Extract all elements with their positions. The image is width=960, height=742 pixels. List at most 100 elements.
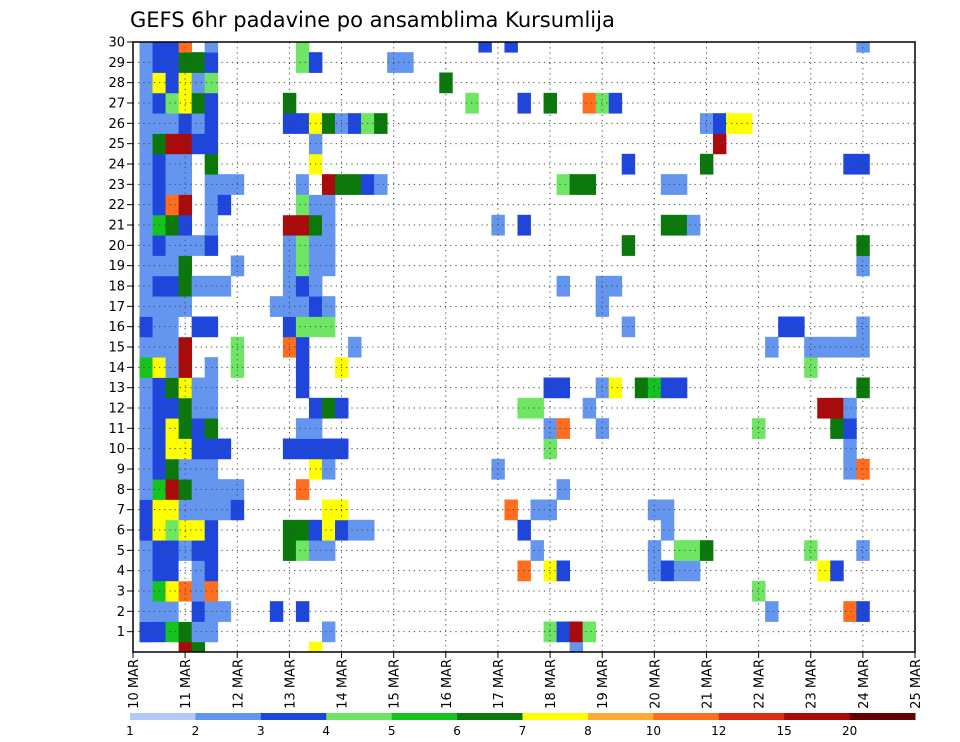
y-tick-label: 10 — [108, 442, 125, 457]
heatmap-cell — [817, 397, 831, 419]
heatmap-cell — [191, 133, 206, 155]
heatmap-cell — [530, 397, 544, 419]
y-tick-label: 22 — [108, 198, 125, 213]
heatmap-cell — [139, 438, 153, 460]
heatmap-cell — [217, 438, 232, 460]
heatmap-cell — [139, 458, 153, 480]
heatmap-cell — [165, 499, 180, 521]
y-tick-label: 16 — [108, 320, 125, 335]
heatmap-cell — [165, 255, 180, 277]
heatmap-cell — [139, 92, 153, 114]
heatmap-cell — [165, 133, 180, 155]
heatmap-cell — [139, 214, 153, 236]
heatmap-cell — [582, 92, 597, 114]
heatmap-cell — [295, 194, 310, 216]
heatmap-cell — [686, 214, 701, 236]
heatmap-cell — [139, 479, 153, 500]
heatmap-cell — [569, 641, 584, 653]
y-tick-label: 19 — [108, 259, 125, 274]
heatmap-cell — [739, 113, 753, 134]
heatmap-cell — [165, 336, 180, 358]
heatmap-cell — [374, 113, 388, 134]
heatmap-cell — [165, 357, 180, 378]
heatmap-cell — [191, 499, 206, 521]
heatmap-cell — [830, 560, 844, 582]
heatmap-cell — [165, 621, 180, 643]
heatmap-cell — [726, 113, 740, 134]
heatmap-cell — [556, 479, 571, 500]
heatmap-cell — [647, 499, 662, 521]
heatmap-cell — [830, 397, 844, 419]
heatmap-cell — [165, 113, 180, 134]
y-tick-label: 21 — [108, 219, 125, 234]
heatmap-cell — [191, 458, 206, 480]
y-tick-label: 12 — [108, 402, 125, 417]
heatmap-cell — [647, 377, 662, 399]
legend-swatch — [587, 713, 654, 720]
heatmap-cell — [139, 580, 153, 602]
colorbar-legend: 1 2 3 4 5 6 7 8 10 12 15 20 — [126, 713, 916, 738]
heatmap-cell — [165, 540, 180, 561]
heatmap-cell — [191, 580, 206, 602]
heatmap-cell — [191, 235, 206, 256]
legend-swatch — [391, 713, 458, 720]
heatmap-cell — [165, 214, 180, 236]
heatmap-cell — [673, 214, 688, 236]
heatmap-cell — [543, 438, 557, 460]
heatmap-cell — [165, 377, 180, 399]
heatmap-cell — [165, 316, 180, 338]
heatmap-cell — [843, 336, 857, 358]
heatmap-cell — [856, 316, 870, 338]
y-tick-label: 15 — [108, 341, 125, 356]
heatmap-cell — [569, 174, 584, 195]
heatmap-cell — [321, 174, 336, 195]
heatmap-cell — [191, 519, 206, 541]
heatmap-cell — [139, 560, 153, 582]
x-tick-label: 21 MAR — [700, 659, 715, 709]
y-tick-label: 14 — [108, 361, 125, 376]
heatmap-cell — [660, 499, 675, 521]
heatmap-cell — [374, 174, 388, 195]
heatmap-cell — [139, 336, 153, 358]
heatmap-cell — [752, 418, 766, 439]
heatmap-cell — [191, 113, 206, 134]
heatmap-cell — [673, 174, 688, 195]
heatmap-cell — [165, 92, 180, 114]
heatmap-cell — [191, 540, 206, 561]
y-tick-label: 25 — [108, 137, 125, 152]
heatmap-cell — [660, 560, 675, 582]
x-tick-label: 22 MAR — [753, 659, 768, 709]
heatmap-cell — [556, 174, 571, 195]
heatmap-cell — [165, 235, 180, 256]
legend-swatch — [326, 713, 393, 720]
heatmap-cell — [765, 601, 779, 622]
heatmap-cell — [165, 275, 180, 297]
heatmap-cell — [217, 174, 232, 195]
heatmap-cell — [504, 499, 518, 521]
legend-label: 8 — [584, 724, 592, 738]
heatmap-cell — [165, 153, 180, 175]
heatmap-cell — [647, 560, 662, 582]
heatmap-cell — [295, 438, 310, 460]
heatmap-cell — [712, 113, 727, 134]
x-tick-label: 14 MAR — [336, 659, 351, 709]
legend-swatch — [784, 713, 851, 720]
heatmap-cell — [543, 560, 557, 582]
legend-swatch — [522, 713, 589, 720]
heatmap-cell — [556, 418, 571, 439]
heatmap-cell — [295, 113, 310, 134]
heatmap-cell — [778, 316, 792, 338]
heatmap-cell — [217, 499, 232, 521]
heatmap-cell — [217, 601, 232, 622]
heatmap-cell — [139, 255, 153, 277]
heatmap-cell — [165, 479, 180, 500]
heatmap-cell — [139, 397, 153, 419]
heatmap-cell — [647, 540, 662, 561]
heatmap-cell — [804, 357, 818, 378]
legend-label: 12 — [711, 724, 726, 738]
y-tick-label: 9 — [117, 463, 125, 478]
heatmap-cell — [530, 540, 544, 561]
heatmap-cell — [295, 296, 310, 317]
heatmap-cell — [217, 194, 232, 216]
heatmap-cell — [543, 418, 557, 439]
